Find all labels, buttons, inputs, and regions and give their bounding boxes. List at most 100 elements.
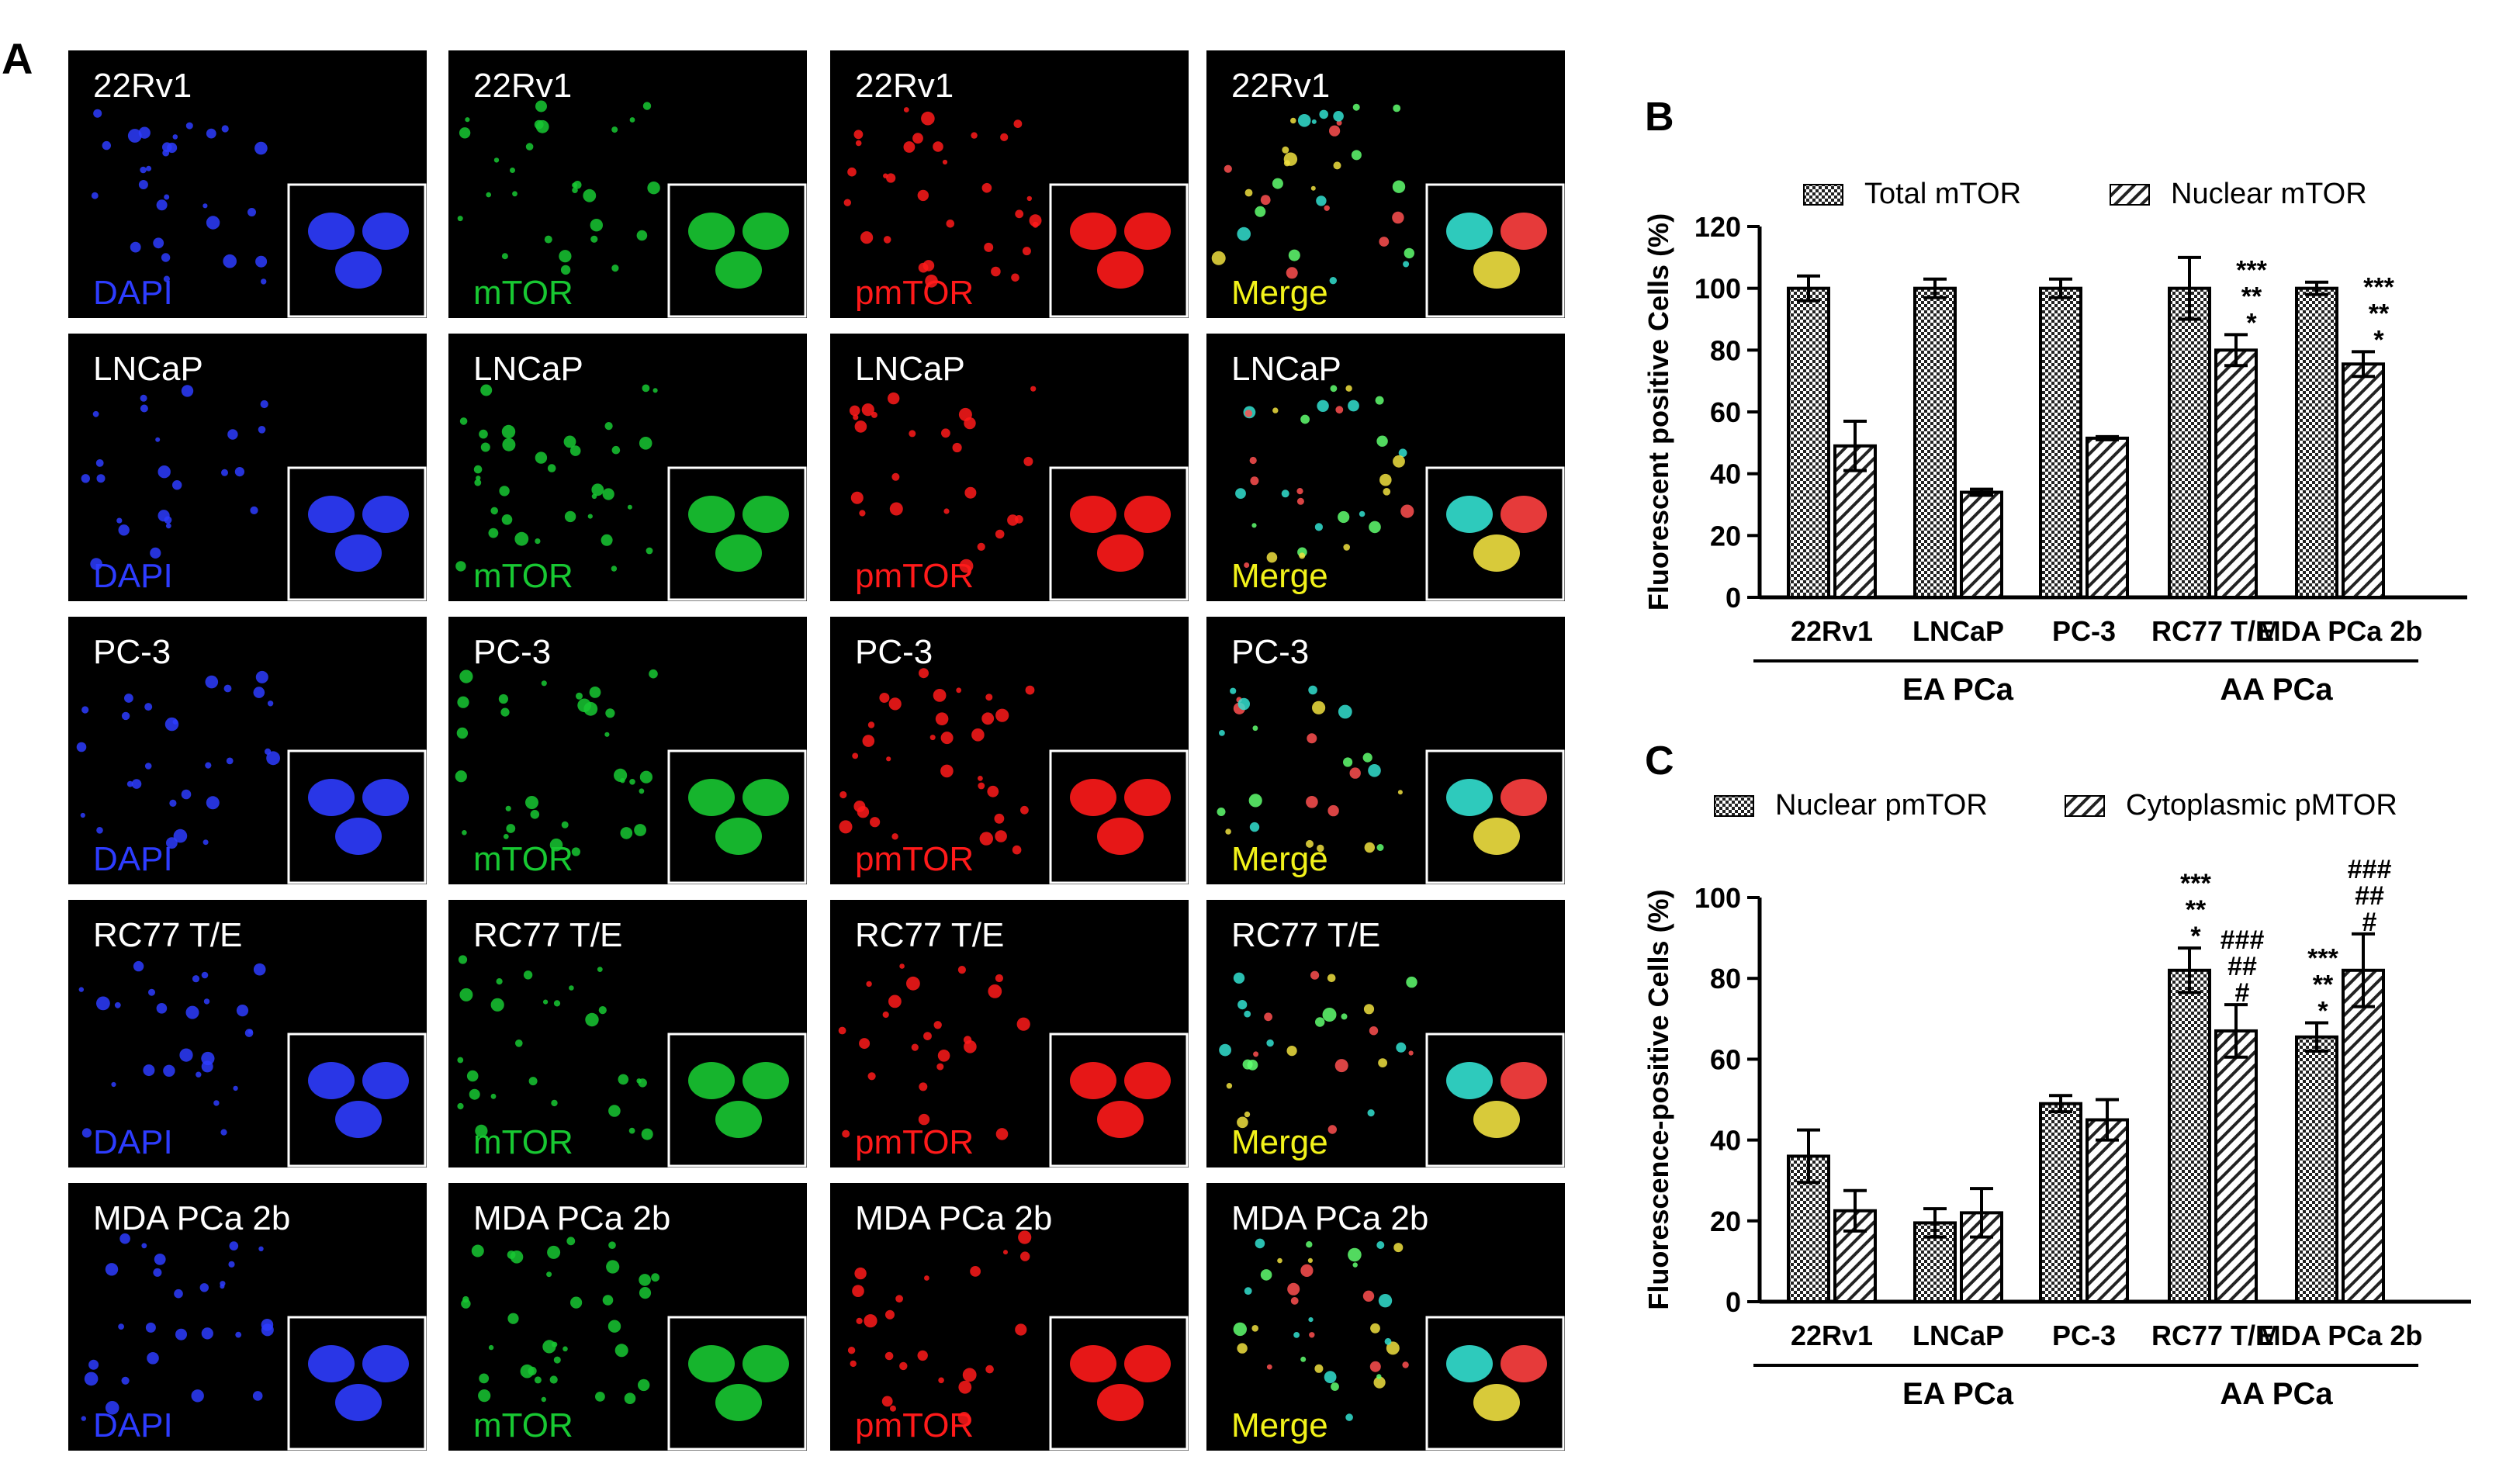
- cell-dot: [162, 150, 169, 157]
- significance-mark: ###: [2221, 925, 2265, 955]
- cell-dot: [1227, 1083, 1232, 1088]
- cell-dot: [978, 543, 985, 551]
- cell-dot: [854, 1268, 866, 1279]
- micrograph-0-1: 22Rv1mTOR: [448, 50, 807, 318]
- cell-dot: [1335, 1059, 1348, 1072]
- figure: 22Rv1DAPI22Rv1mTOR22Rv1pmTOR22Rv1MergeLN…: [0, 0, 2513, 1484]
- inset-cell: [1501, 1062, 1547, 1099]
- cell-dot: [543, 1000, 548, 1005]
- cell-dot: [514, 532, 528, 546]
- y-tick-label: 60: [1710, 1043, 1741, 1075]
- cell-dot: [1235, 488, 1246, 499]
- micrograph-4-2: MDA PCa 2bpmTOR: [830, 1183, 1189, 1451]
- cell-dot: [547, 1246, 560, 1259]
- cell-dot: [637, 230, 648, 241]
- cell-dot: [629, 779, 635, 785]
- y-tick-label: 80: [1710, 963, 1741, 995]
- cell-dot: [221, 469, 228, 476]
- cell-dot: [1012, 846, 1022, 855]
- cell-dot: [1267, 1365, 1272, 1370]
- channel-label: mTOR: [473, 1123, 573, 1161]
- cell-dot: [491, 1094, 497, 1099]
- cell-dot: [502, 425, 515, 438]
- cell-dot: [1003, 1250, 1008, 1254]
- cell-dot: [1308, 686, 1317, 695]
- bar: [2041, 289, 2081, 597]
- cell-dot: [1393, 105, 1400, 112]
- cell-dot: [1234, 1323, 1247, 1336]
- cell-dot: [970, 1266, 981, 1277]
- cell-dot: [980, 832, 993, 845]
- cell-dot: [1255, 206, 1265, 217]
- cell-dot: [81, 813, 85, 818]
- y-tick-label: 0: [1726, 582, 1741, 614]
- cell-dot: [1217, 808, 1226, 816]
- cell-dot: [639, 1078, 647, 1087]
- y-tick-label: 60: [1710, 396, 1741, 428]
- cell-dot: [479, 1374, 489, 1384]
- channel-label: Merge: [1231, 1123, 1328, 1161]
- cell-dot: [608, 1105, 621, 1117]
- cell-dot: [206, 129, 216, 139]
- cell-dot: [476, 476, 480, 480]
- cell-dot: [1379, 1294, 1392, 1307]
- cell-dot: [172, 480, 182, 489]
- cell-dot: [1345, 386, 1352, 392]
- cell-dot: [919, 263, 929, 273]
- cell-dot: [995, 830, 1007, 842]
- cell-dot: [603, 1295, 614, 1306]
- inset-cell: [335, 251, 382, 289]
- cell-dot: [642, 385, 650, 393]
- cell-dot: [164, 195, 169, 200]
- y-axis-label: Fluorescence-positive Cells (%): [1642, 889, 1674, 1309]
- inset-frame: [1427, 468, 1563, 600]
- cell-dot: [564, 436, 576, 448]
- cell-dot: [851, 492, 864, 504]
- cell-dot: [936, 1064, 943, 1071]
- cell-dot: [1253, 1051, 1258, 1057]
- legend-label: Nuclear mTOR: [2171, 178, 2367, 210]
- cell-dot: [629, 1128, 635, 1134]
- cell-dot: [489, 528, 499, 538]
- cell-dot: [884, 236, 891, 244]
- cell-dot: [106, 1263, 118, 1275]
- cell-dot: [502, 514, 513, 525]
- cell-dot: [202, 1327, 213, 1339]
- inset-cell: [688, 496, 735, 533]
- cell-dot: [141, 1243, 147, 1248]
- cell-dot: [88, 1360, 99, 1370]
- cell-dot: [268, 700, 273, 706]
- channel-label: Merge: [1231, 274, 1328, 312]
- inset-cell: [1446, 213, 1493, 250]
- cell-dot: [1023, 457, 1033, 466]
- cell-dot: [604, 732, 609, 737]
- cell-dot: [1282, 489, 1289, 497]
- significance-mark: ***: [2236, 255, 2267, 285]
- significance-mark: *: [2317, 997, 2328, 1026]
- panel-label-a: A: [2, 34, 33, 83]
- cell-dot: [535, 538, 540, 544]
- cell-dot: [490, 507, 498, 515]
- cell-dot: [455, 770, 467, 782]
- cell-dot: [1363, 1291, 1374, 1302]
- cell-dot: [590, 687, 601, 698]
- cell-dot: [938, 1378, 944, 1384]
- cell-dot: [924, 1275, 929, 1281]
- cell-dot: [1370, 1323, 1380, 1334]
- cell-dot: [1282, 147, 1289, 154]
- cell-dot: [116, 518, 122, 524]
- cell-dot: [625, 1392, 636, 1404]
- inset-cell: [1473, 818, 1520, 855]
- cell-dot: [590, 236, 597, 243]
- cell-dot: [883, 174, 888, 178]
- significance-mark: ***: [2363, 272, 2394, 302]
- inset-cell: [688, 779, 735, 816]
- inset-cell: [742, 1062, 789, 1099]
- inset-cell: [1070, 213, 1116, 250]
- cell-dot: [102, 141, 111, 150]
- cell-dot: [839, 791, 846, 798]
- inset-cell: [1097, 534, 1144, 572]
- cell-dot: [1244, 1011, 1251, 1018]
- cell-dot: [81, 474, 90, 483]
- cell-dot: [486, 192, 491, 198]
